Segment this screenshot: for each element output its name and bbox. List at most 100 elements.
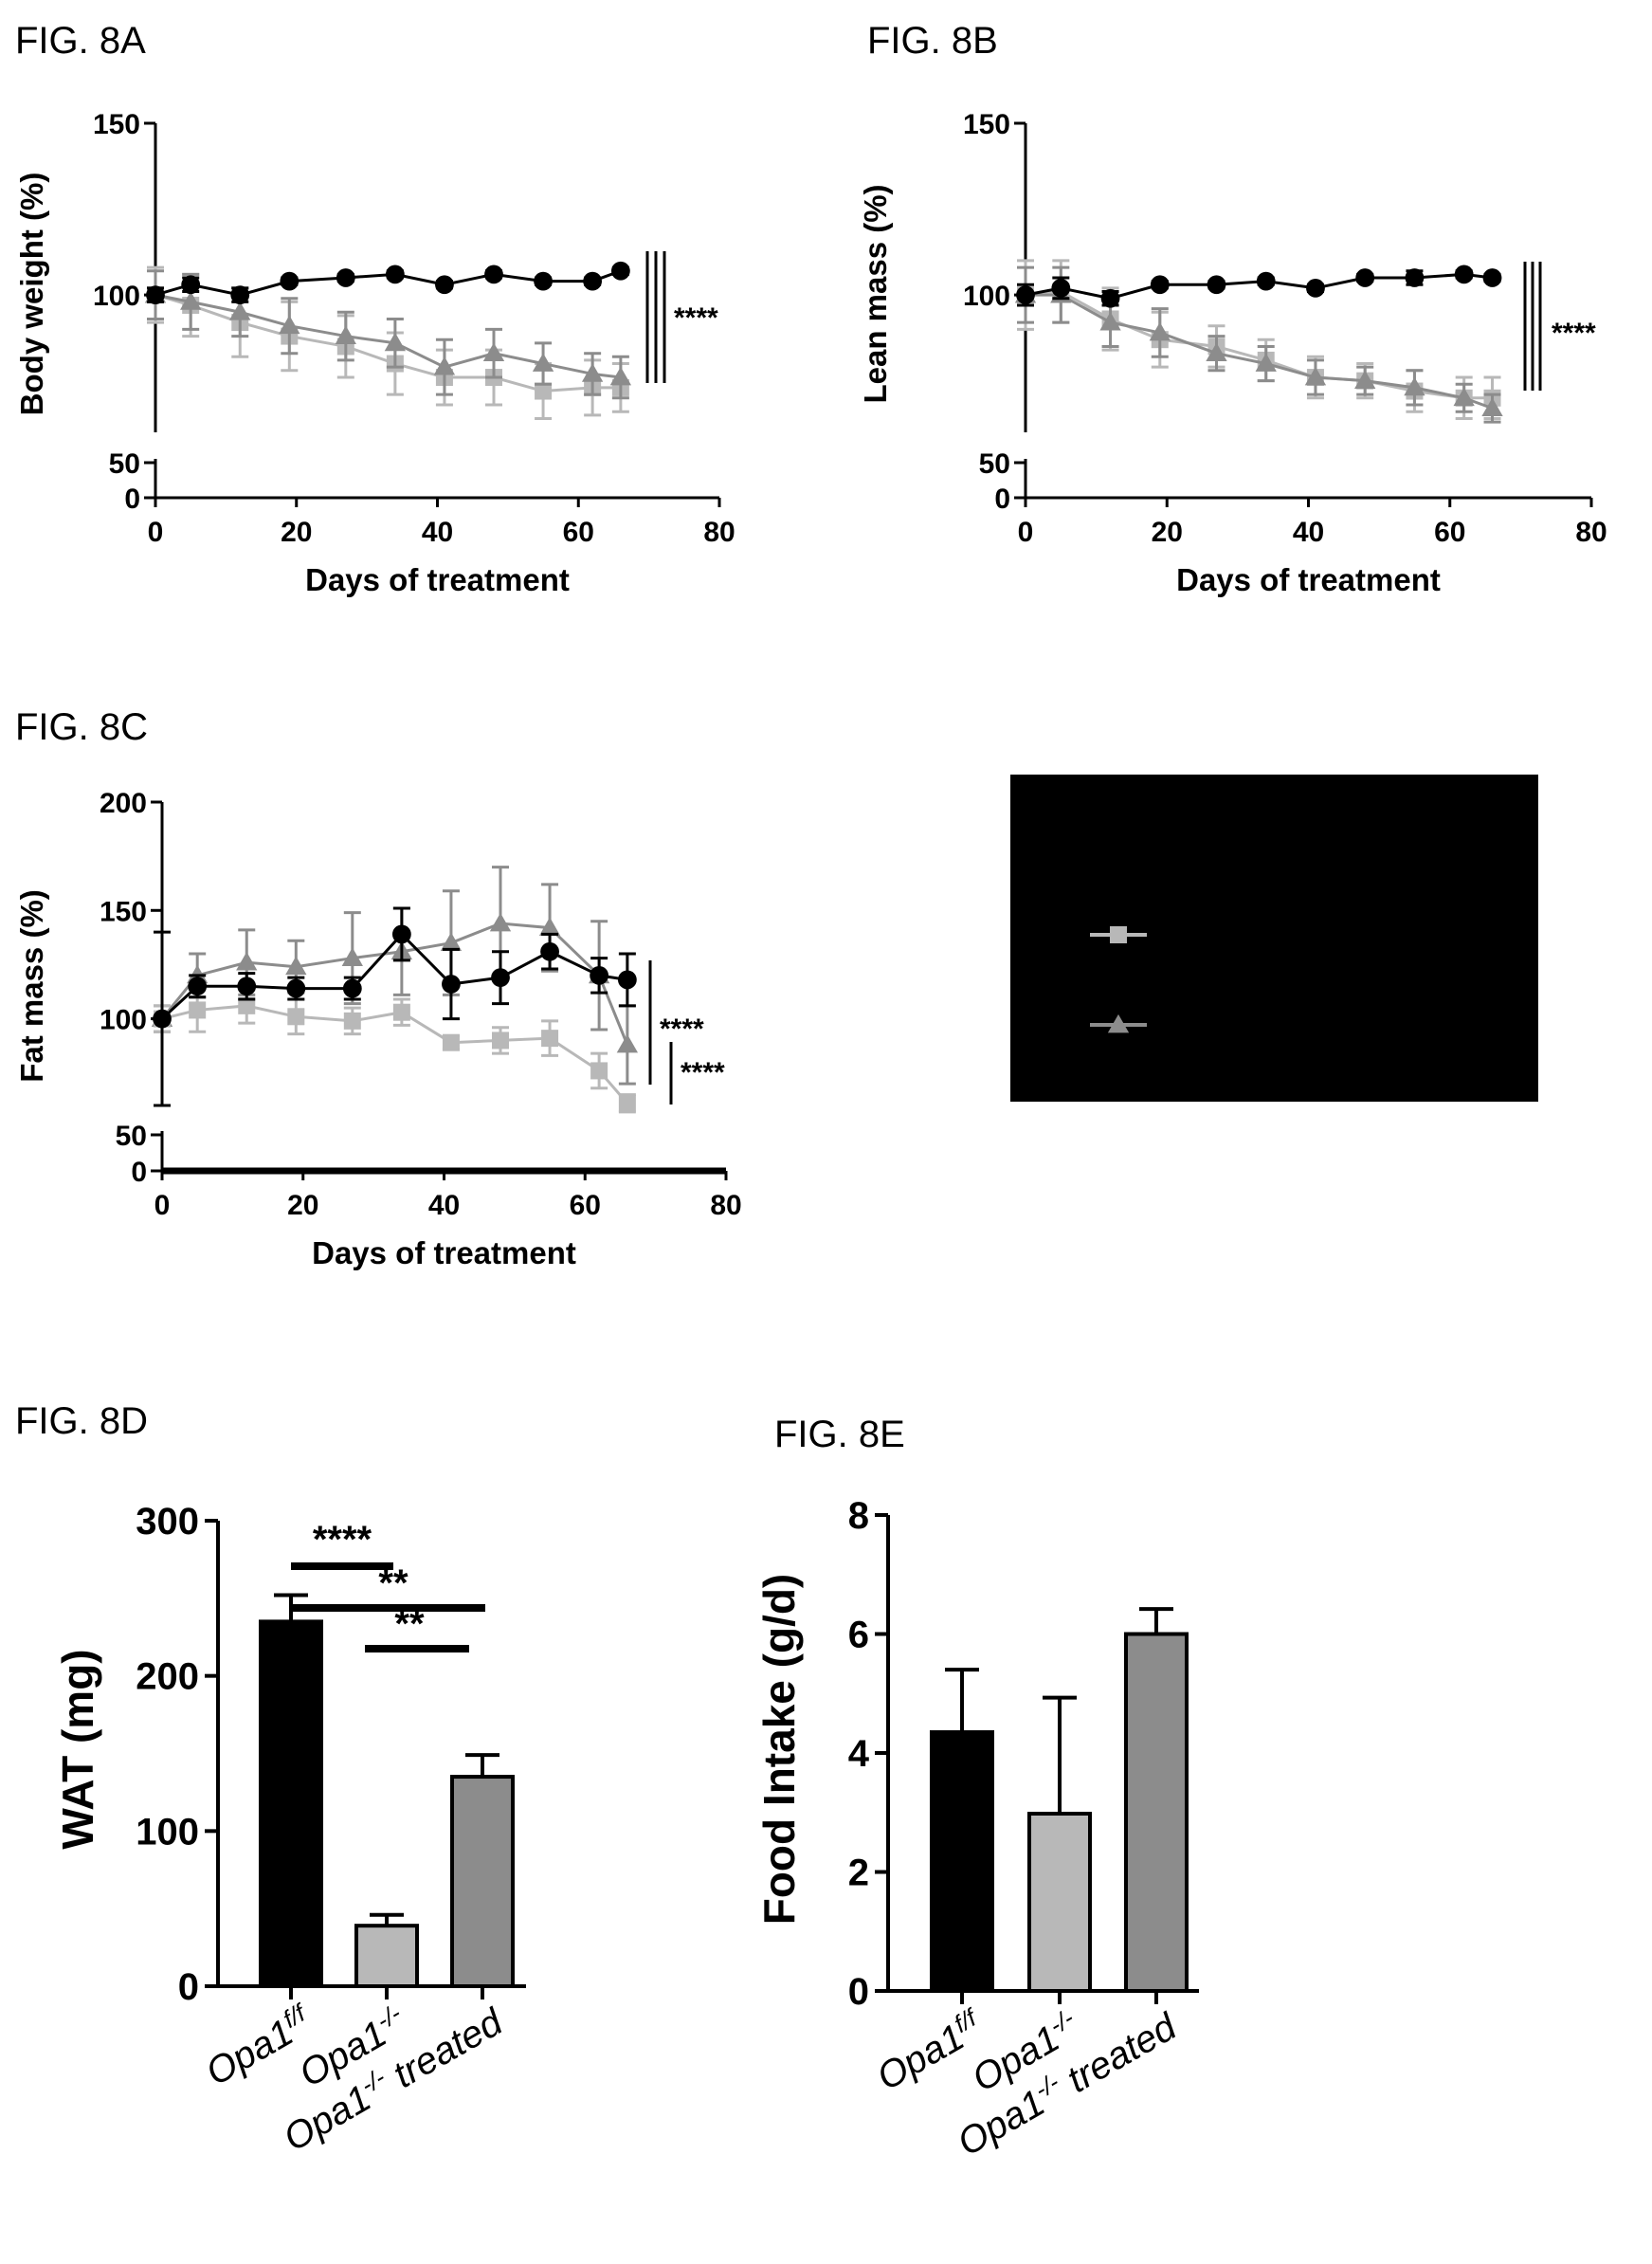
y-tick-label: 50	[979, 448, 1010, 480]
legend-entry-square	[1090, 926, 1147, 943]
data-point	[1149, 321, 1171, 341]
y-tick-label: 300	[136, 1501, 199, 1543]
significance-label: **	[378, 1562, 408, 1604]
data-point	[280, 271, 300, 291]
data-point	[482, 342, 505, 362]
data-point	[391, 924, 411, 944]
x-tick-label: 60	[570, 1190, 601, 1221]
series-circle	[1016, 265, 1502, 308]
y-tick-label: 0	[994, 484, 1010, 515]
significance-label: ****	[674, 302, 718, 334]
chart-8a-body-weight: 0 20 40 60 80 0 50 100 150 Days of treatment Body …	[14, 109, 735, 597]
data-point	[492, 1032, 509, 1050]
y-tick-label: 200	[136, 1656, 199, 1698]
data-point	[532, 353, 554, 372]
data-point	[435, 275, 454, 295]
category-name: Opa1	[199, 2012, 300, 2094]
data-point	[535, 382, 553, 400]
significance-label: **	[394, 1603, 425, 1645]
y-axis-label: Food Intake (g/d)	[754, 1574, 804, 1926]
data-point	[489, 912, 512, 932]
x-tick-label: 80	[710, 1190, 741, 1221]
data-point	[1100, 288, 1120, 308]
y-tick-label: 4	[848, 1733, 870, 1775]
data-point	[153, 1009, 172, 1029]
y-tick-label: 150	[963, 109, 1010, 140]
data-point	[583, 271, 603, 291]
data-point	[491, 968, 510, 988]
data-point	[1099, 311, 1121, 331]
data-point	[1016, 285, 1035, 305]
x-tick-label: 80	[1575, 517, 1607, 548]
data-point	[279, 315, 300, 335]
y-tick-label: 0	[178, 1966, 199, 2008]
data-point	[609, 366, 632, 386]
data-point	[484, 265, 503, 284]
legend-entry-triangle	[1090, 1013, 1147, 1033]
y-axis-label: Fat mass (%)	[14, 889, 49, 1083]
data-point	[442, 1033, 460, 1051]
fig-8b-label: FIG. 8B	[867, 20, 998, 62]
data-point	[238, 996, 256, 1014]
y-tick-label: 0	[848, 1971, 869, 2013]
data-point	[342, 978, 362, 998]
data-point	[1453, 387, 1475, 407]
data-point	[384, 332, 407, 352]
data-point	[343, 1012, 361, 1030]
y-tick-label: 200	[100, 788, 147, 819]
significance-label: ****	[1552, 318, 1596, 349]
significance-label: ****	[660, 1013, 704, 1045]
category-label-0: Opa1f/f	[868, 2002, 990, 2099]
category-name: Opa1	[870, 2017, 971, 2099]
data-point	[540, 941, 559, 961]
y-tick-label: 100	[93, 281, 140, 312]
data-point	[1255, 353, 1277, 372]
data-point	[385, 265, 405, 284]
x-tick-label: 20	[281, 517, 312, 548]
data-point	[442, 975, 461, 994]
y-axis-label: Lean mass (%)	[858, 184, 893, 403]
series-circle	[146, 261, 630, 305]
x-tick-label: 60	[563, 517, 594, 548]
data-point	[341, 947, 363, 966]
data-point	[189, 1001, 207, 1019]
y-tick-label: 100	[100, 1005, 147, 1036]
data-point	[610, 261, 630, 281]
data-point	[146, 285, 165, 305]
data-point	[534, 271, 553, 291]
data-point	[433, 356, 456, 375]
data-point	[1481, 397, 1503, 417]
y-tick-label: 50	[109, 448, 140, 480]
x-tick-label: 40	[428, 1190, 460, 1221]
y-tick-label: 100	[963, 281, 1010, 312]
x-tick-label: 80	[703, 517, 735, 548]
data-point	[1051, 278, 1071, 298]
bar-1	[1027, 1812, 1092, 1993]
y-tick-label: 150	[100, 896, 147, 927]
chart-8b-lean-mass: 0 20 40 60 80 0 50 100 150 Days of treatment Lean …	[858, 109, 1607, 597]
series-triangle	[1014, 265, 1503, 424]
legend-marker	[1107, 1013, 1130, 1033]
data-point	[1150, 275, 1170, 295]
y-axis-label: Body weight (%)	[14, 173, 49, 416]
data-point	[1207, 275, 1226, 295]
legend-marker	[1110, 926, 1127, 943]
x-tick-label: 40	[1293, 517, 1324, 548]
data-point	[541, 1030, 559, 1048]
data-point	[229, 301, 251, 320]
bar-0	[930, 1730, 994, 1993]
data-point	[538, 917, 561, 936]
y-tick-label: 8	[848, 1495, 869, 1537]
x-tick-label: 0	[1018, 517, 1034, 548]
data-point	[335, 325, 356, 344]
bar-2	[1124, 1632, 1189, 1993]
category-label-0: Opa1f/f	[197, 1998, 319, 2094]
data-point	[1256, 271, 1276, 291]
data-point	[336, 268, 355, 287]
x-tick-label: 20	[1152, 517, 1183, 548]
x-axis-label: Days of treatment	[312, 1235, 576, 1270]
x-axis-label: Days of treatment	[305, 562, 570, 597]
